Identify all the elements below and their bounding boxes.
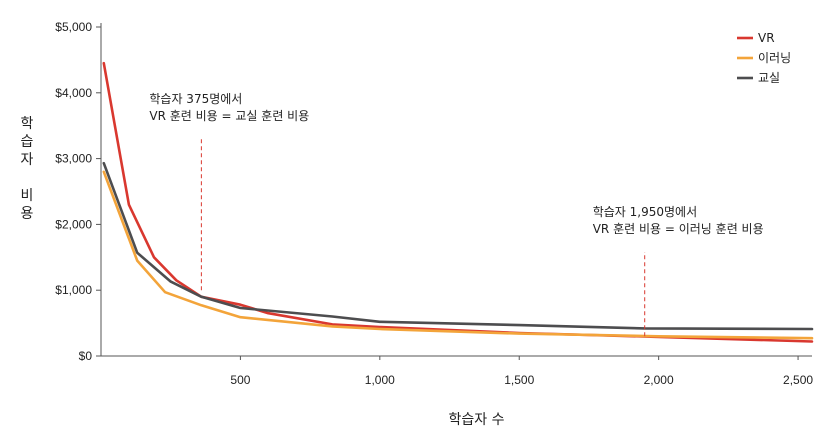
legend-label: 이러닝 <box>758 51 791 65</box>
y-tick-label: $1,000 <box>55 283 92 297</box>
x-axis-title: 학습자 수 <box>449 412 505 428</box>
x-tick-label: 500 <box>230 373 250 387</box>
legend-label: 교실 <box>758 71 780 85</box>
annotation-text: VR 훈련 비용 = 이러닝 훈련 비용 <box>593 222 764 236</box>
y-tick-label: $3,000 <box>55 152 92 166</box>
y-tick-label: $2,000 <box>55 217 92 231</box>
series-line-2 <box>102 170 814 340</box>
x-tick-label: 1,000 <box>365 373 395 387</box>
series-line-3 <box>102 161 814 331</box>
series-lines <box>102 61 814 343</box>
x-tick-label: 2,500 <box>783 373 813 387</box>
axes: $0 $1,000 $2,000 $3,000 $4,000 $5,000 500 1,000… <box>55 20 813 387</box>
y-tick-label: $4,000 <box>55 86 92 100</box>
x-tick-label: 1,500 <box>504 373 534 387</box>
x-tick-label: 2,000 <box>644 373 674 387</box>
annotation-text: 학습자 1,950명에서 <box>593 205 697 219</box>
annotation-text: 학습자 375명에서 <box>149 92 242 106</box>
y-tick-label: $5,000 <box>55 20 92 34</box>
annotation-text: VR 훈련 비용 = 교실 훈련 비용 <box>149 109 309 123</box>
legend-label: VR <box>758 31 775 45</box>
y-tick-label: $0 <box>79 349 93 363</box>
